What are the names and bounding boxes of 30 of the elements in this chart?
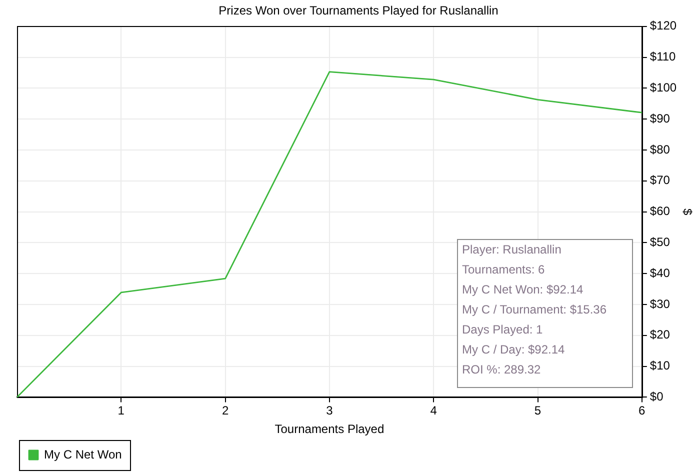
y-tick-label: $90	[650, 111, 670, 126]
x-tick-label: 1	[118, 404, 125, 418]
y-tick-label: $0	[650, 390, 664, 404]
y-tick-label: $120	[650, 18, 677, 33]
legend-label: My C Net Won	[44, 447, 122, 462]
annotation: Tournaments: 6	[462, 262, 546, 276]
annotation: My C / Day: $92.14	[462, 342, 566, 356]
y-tick-label: $70	[650, 173, 670, 188]
annotation: My C / Tournament: $15.36	[462, 302, 607, 316]
annotation: My C Net Won: $92.14	[462, 282, 584, 296]
x-tick-label: 3	[326, 404, 334, 418]
y-tick-label: $30	[650, 296, 670, 311]
annotation: Player: Ruslanallin	[462, 242, 562, 256]
chart-title: Prizes Won over Tournaments Played for Ruslanallin	[218, 4, 498, 18]
x-tick-label: 2	[222, 404, 229, 418]
y-tick-label: $80	[650, 142, 670, 156]
x-tick-label: 4	[430, 404, 438, 418]
y-tick-label: $60	[650, 204, 670, 218]
y-tick-label: $10	[650, 358, 670, 373]
y-tick-label: $50	[650, 235, 670, 250]
y-tick-label: $110	[650, 50, 676, 64]
x-axis-title: Tournaments Played	[274, 422, 384, 436]
x-tick-label: 5	[534, 404, 542, 418]
y-tick-label: $20	[650, 328, 670, 342]
annotation: ROI %: 289.32	[462, 362, 542, 376]
y-axis-title: $	[680, 208, 694, 216]
annotation: Days Played: 1	[462, 322, 544, 336]
y-tick-label: $100	[650, 80, 677, 95]
y-tick-label: $40	[650, 266, 670, 280]
x-tick-label: 6	[638, 404, 646, 418]
